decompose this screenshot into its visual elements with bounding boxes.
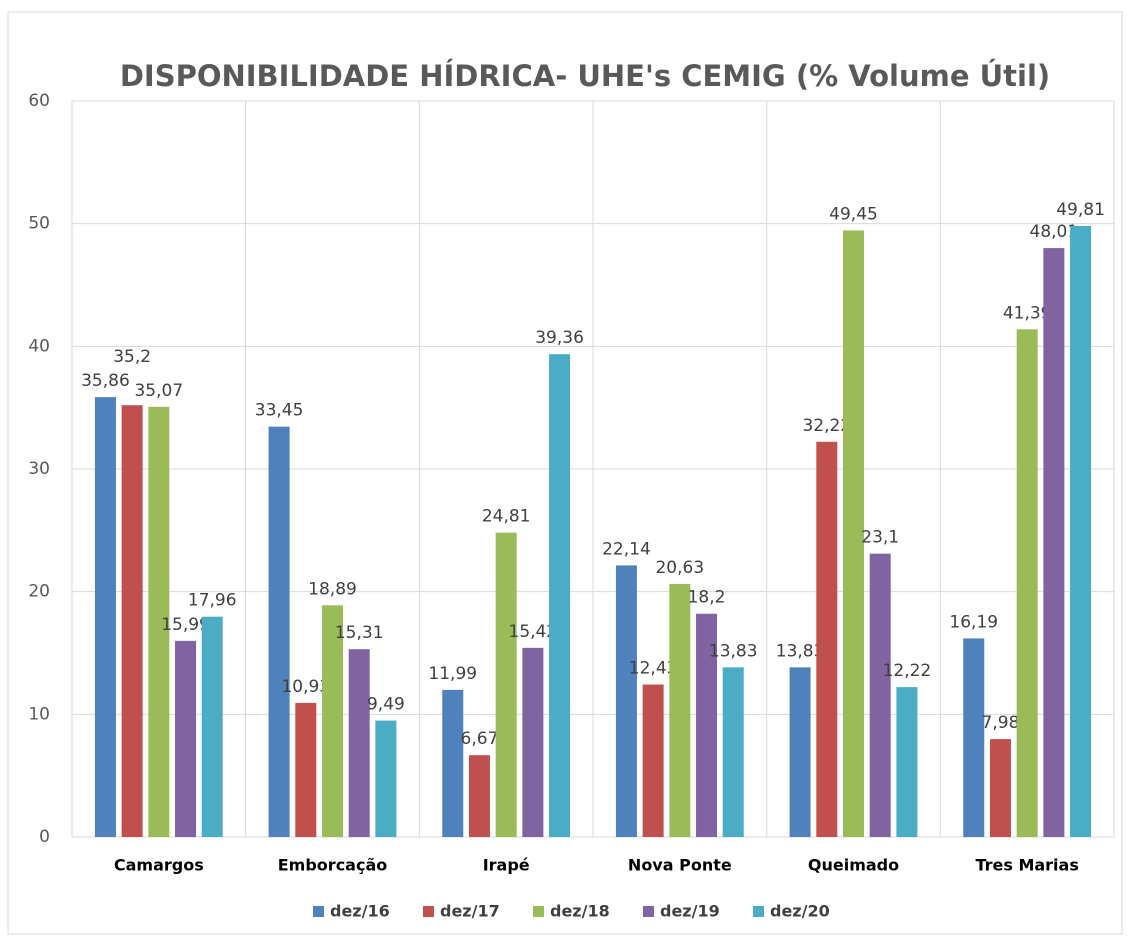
data-label: 18,2 [688, 588, 726, 608]
data-label: 12,22 [883, 661, 932, 681]
x-tick-label: Nova Ponte [628, 856, 732, 875]
legend-swatch [533, 906, 544, 917]
bar [94, 397, 116, 837]
bar [295, 702, 317, 837]
data-label: 9,49 [367, 695, 405, 715]
x-tick-label: Tres Marias [975, 856, 1078, 875]
bar [789, 667, 811, 837]
data-label: 22,14 [602, 539, 651, 559]
bar [1043, 248, 1065, 837]
legend-label: dez/18 [550, 902, 610, 921]
bar [669, 583, 691, 837]
bar [896, 687, 918, 837]
y-tick-label: 10 [28, 704, 50, 724]
bar [1070, 225, 1092, 838]
data-label: 15,42 [509, 622, 558, 642]
bar [148, 406, 170, 837]
y-tick-label: 30 [28, 459, 50, 479]
legend-swatch [643, 906, 654, 917]
data-label: 20,63 [655, 558, 704, 578]
bar [522, 647, 544, 837]
bar [843, 230, 864, 837]
data-label: 16,19 [949, 612, 998, 632]
data-label: 13,83 [776, 641, 825, 661]
bar [268, 426, 290, 837]
y-tick-label: 40 [28, 336, 50, 356]
bar [963, 638, 985, 837]
legend-swatch [313, 906, 324, 917]
data-label: 41,39 [1003, 303, 1052, 323]
bar [175, 640, 197, 837]
data-label: 39,36 [535, 328, 584, 348]
bar [722, 667, 744, 837]
bar [468, 755, 490, 837]
data-label: 15,31 [335, 623, 384, 643]
legend-label: dez/16 [330, 902, 390, 921]
x-tick-label: Irapé [483, 856, 530, 875]
data-label: 35,07 [134, 381, 183, 401]
chart-title: DISPONIBILIDADE HÍDRICA- UHE's CEMIG (% … [120, 59, 1050, 93]
y-tick-label: 20 [28, 582, 50, 602]
legend-label: dez/19 [660, 902, 720, 921]
bar [375, 720, 397, 837]
bar [696, 613, 718, 837]
legend-label: dez/17 [440, 902, 500, 921]
data-label: 33,45 [255, 401, 304, 421]
data-label: 49,45 [829, 204, 878, 224]
data-label: 12,43 [629, 659, 678, 679]
legend-swatch [753, 906, 764, 917]
bar [322, 605, 343, 837]
bar [348, 649, 370, 837]
bar [869, 553, 891, 837]
x-tick-label: Emborcação [278, 856, 388, 875]
data-label: 11,99 [428, 664, 477, 684]
bar [816, 441, 838, 837]
bar [121, 405, 143, 837]
data-label: 24,81 [482, 507, 531, 527]
data-label: 17,96 [188, 591, 237, 611]
bar [615, 565, 637, 837]
data-label: 7,98 [982, 713, 1020, 733]
data-label: 35,2 [113, 347, 151, 367]
bar [989, 739, 1011, 837]
data-label: 18,89 [308, 579, 357, 599]
x-tick-label: Queimado [808, 856, 899, 875]
data-label: 15,99 [161, 615, 210, 635]
bar [495, 532, 517, 837]
bar [1016, 329, 1038, 837]
data-label: 23,1 [861, 528, 899, 548]
legend-swatch [423, 906, 434, 917]
data-label: 35,86 [81, 371, 130, 391]
legend-label: dez/20 [770, 902, 830, 921]
bar [549, 354, 571, 837]
bar [201, 616, 223, 837]
y-tick-label: 60 [28, 91, 50, 111]
data-label: 32,22 [802, 416, 851, 436]
data-label: 13,83 [709, 641, 758, 661]
x-tick-label: Camargos [114, 856, 204, 875]
y-tick-label: 50 [28, 214, 50, 234]
bar [642, 684, 664, 837]
data-label: 10,93 [281, 677, 330, 697]
data-label: 48,01 [1030, 222, 1079, 242]
data-label: 49,81 [1056, 200, 1105, 220]
bar [442, 689, 464, 837]
y-tick-label: 0 [39, 827, 50, 847]
data-label: 6,67 [461, 729, 499, 749]
